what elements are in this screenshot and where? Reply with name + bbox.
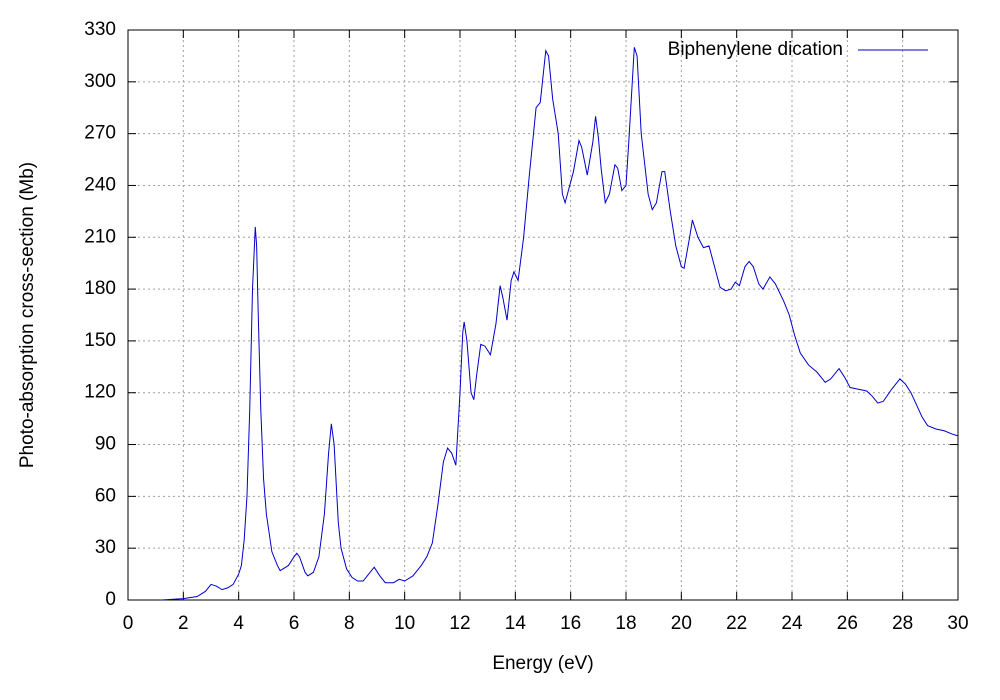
x-tick-label: 0: [123, 613, 134, 634]
data-line: [161, 47, 959, 601]
x-tick-label: 6: [289, 613, 300, 634]
x-tick-label: 4: [233, 613, 244, 634]
y-axis-label: Photo-absorption cross-section (Mb): [17, 162, 38, 468]
x-axis-label: Energy (eV): [492, 653, 593, 674]
y-tick-label: 90: [95, 434, 116, 455]
y-tick-label: 30: [95, 537, 116, 558]
x-tick-label: 20: [671, 613, 692, 634]
x-tick-label: 24: [781, 613, 803, 634]
x-tick-label: 22: [726, 613, 747, 634]
x-tick-label: 28: [892, 613, 913, 634]
plot-frame: [127, 29, 959, 601]
x-tick-label: 12: [449, 613, 470, 634]
x-tick-label: 30: [947, 613, 968, 634]
y-tick-label: 180: [84, 278, 116, 299]
y-tick-label: 120: [84, 382, 116, 403]
x-tick-label: 2: [178, 613, 189, 634]
y-tick-label: 0: [105, 589, 116, 610]
x-tick-label: 16: [560, 613, 581, 634]
y-tick-label: 330: [84, 19, 116, 40]
y-tick-label: 210: [84, 226, 116, 247]
x-tick-label: 8: [344, 613, 355, 634]
y-tick-label: 270: [84, 123, 116, 144]
y-tick-label: 240: [84, 174, 116, 195]
x-tick-label: 18: [615, 613, 636, 634]
x-tick-label: 10: [394, 613, 415, 634]
legend-label: Biphenylene dication: [668, 39, 843, 60]
y-tick-label: 60: [95, 485, 116, 506]
x-tick-label: 26: [837, 613, 858, 634]
y-tick-label: 150: [84, 330, 116, 351]
x-tick-label: 14: [505, 613, 527, 634]
y-tick-label: 300: [84, 71, 116, 92]
